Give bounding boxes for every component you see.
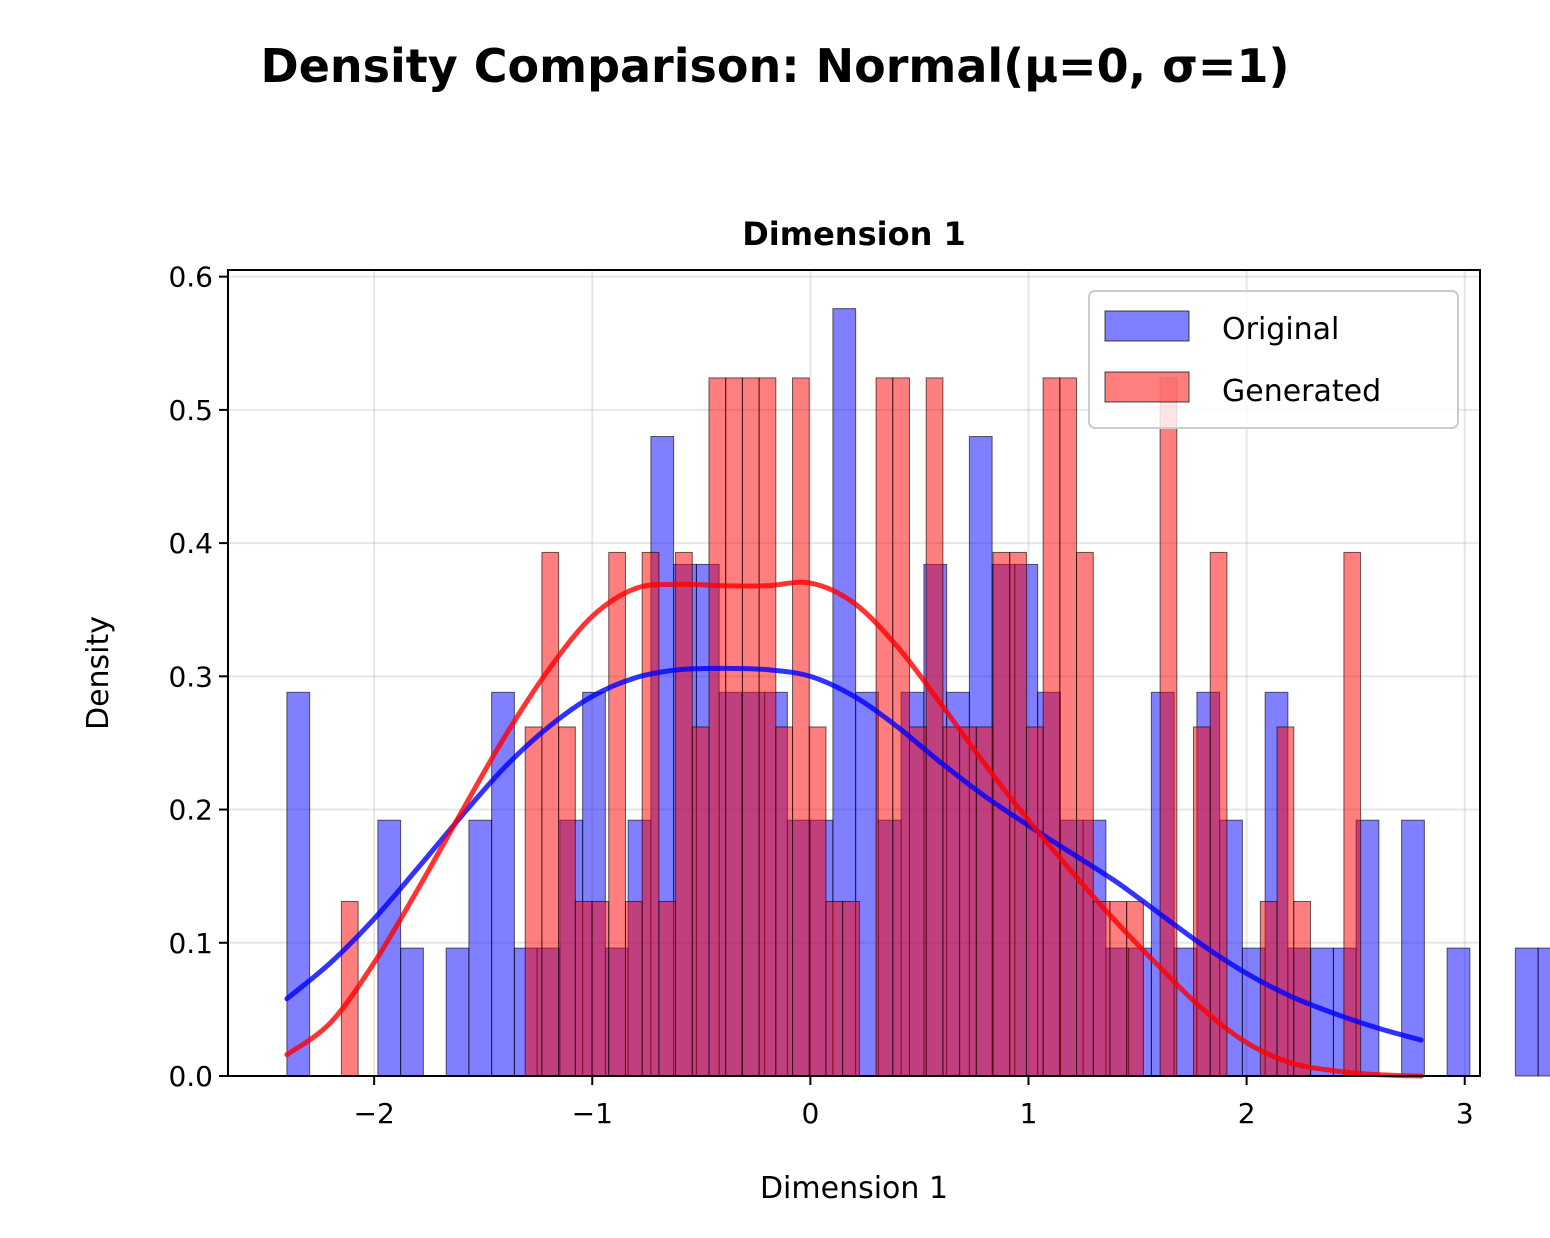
plot-frame — [227, 269, 1481, 1077]
x-tick-label: −2 — [353, 1097, 394, 1130]
histogram-bars — [286, 308, 1550, 1077]
x-tick-label: 3 — [1456, 1097, 1474, 1130]
histogram-bar-generated — [591, 900, 610, 1077]
histogram-bar-generated — [1042, 377, 1061, 1077]
axes-title: Dimension 1 — [742, 215, 966, 253]
legend-label-generated: Generated — [1222, 374, 1381, 409]
histogram-bar-generated — [1076, 551, 1094, 1077]
histogram-bar-generated — [524, 726, 543, 1077]
x-tick-label: 0 — [801, 1097, 819, 1130]
histogram-bar-original — [445, 947, 470, 1077]
histogram-bar-generated — [758, 377, 777, 1077]
histogram-bar-generated — [608, 551, 626, 1077]
y-tick-label: 0.0 — [168, 1060, 213, 1093]
histogram-bar-generated — [792, 377, 810, 1077]
histogram-bar-generated — [975, 726, 994, 1077]
histogram-bar-original — [1446, 947, 1471, 1077]
histogram-bar-generated — [908, 726, 927, 1077]
histogram-bar-generated — [624, 900, 643, 1077]
kde-curve-original — [284, 665, 1424, 1043]
histogram-bar-generated — [875, 377, 894, 1077]
histogram-bar-generated — [691, 726, 710, 1077]
legend-label-original: Original — [1222, 312, 1339, 347]
histogram-bar-generated — [1293, 900, 1311, 1077]
histogram-bar-generated — [725, 377, 743, 1077]
x-axis-label: Dimension 1 — [760, 1171, 948, 1206]
legend: Original Generated — [1088, 290, 1459, 429]
histogram-bar-generated — [675, 551, 693, 1077]
histogram-bar-generated — [1092, 900, 1111, 1077]
histogram-bar-generated — [1059, 377, 1078, 1077]
histogram-bar-generated — [808, 726, 827, 1077]
legend-swatch-original — [1104, 310, 1190, 342]
figure-title: Density Comparison: Normal(μ=0, σ=1) — [261, 39, 1290, 93]
histogram-bar-generated — [708, 377, 727, 1077]
y-tick-label: 0.1 — [168, 927, 213, 960]
histogram-bar-generated — [741, 377, 760, 1077]
x-tick-label: −1 — [572, 1097, 613, 1130]
histogram-bar-generated — [825, 900, 844, 1077]
y-axis-label: Density — [81, 616, 116, 730]
histogram-bar-generated — [842, 900, 860, 1077]
x-tick-label: 1 — [1020, 1097, 1038, 1130]
y-tick-label: 0.5 — [168, 394, 213, 427]
histogram-bar-generated — [641, 551, 660, 1077]
histogram-bar-original — [400, 947, 424, 1077]
histogram-bar-generated — [942, 726, 961, 1077]
histogram-bar-generated — [658, 900, 677, 1077]
y-tick-label: 0.4 — [168, 527, 213, 560]
histogram-bar-generated — [1025, 726, 1044, 1077]
y-tick-label: 0.6 — [168, 261, 213, 294]
histogram-bar-original — [468, 819, 493, 1077]
histogram-bar-original — [1537, 947, 1550, 1077]
kde-curve-generated — [284, 579, 1424, 1079]
histogram-bar-generated — [925, 377, 944, 1077]
histogram-bar-generated — [574, 900, 593, 1077]
histogram-bar-generated — [1276, 726, 1295, 1077]
legend-swatch-generated — [1104, 371, 1190, 403]
y-tick-label: 0.3 — [168, 660, 213, 693]
histogram-bar-generated — [558, 726, 576, 1077]
kde-curves — [284, 579, 1424, 1079]
axis-ticks: −2 −1 0 1 2 3 0.0 0.1 0.2 0.3 0.4 0.5 0.6 — [168, 261, 1473, 1130]
histogram-bar-generated — [1343, 551, 1362, 1077]
histogram-bar-generated — [1193, 726, 1211, 1077]
histogram-bar-original — [286, 691, 311, 1077]
histogram-bar-generated — [1126, 900, 1144, 1077]
histogram-bar-generated — [1209, 551, 1228, 1077]
histogram-bar-generated — [775, 726, 794, 1077]
histogram-bar-original — [1514, 947, 1539, 1077]
histogram-bar-generated — [541, 551, 560, 1077]
x-tick-label: 2 — [1238, 1097, 1256, 1130]
y-tick-label: 0.2 — [168, 794, 213, 827]
